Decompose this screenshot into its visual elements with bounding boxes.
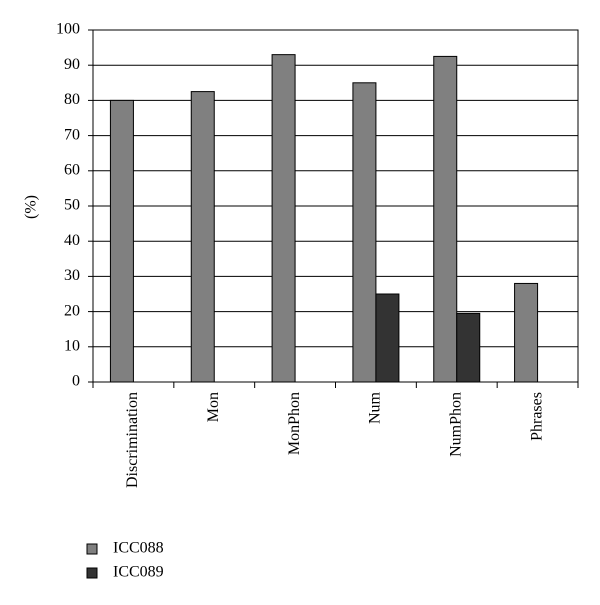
y-tick-label: 70 [64, 126, 80, 143]
legend-swatch [86, 543, 98, 555]
bar [271, 54, 296, 383]
x-tick-label: Discrimination [124, 392, 141, 488]
y-tick-label: 40 [64, 232, 80, 249]
bar [190, 91, 215, 383]
x-tick-label: NumPhon [447, 392, 464, 457]
bar [433, 55, 458, 383]
y-tick-label: 60 [64, 161, 80, 178]
y-tick-label: 0 [72, 373, 80, 390]
x-tick-label: Mon [205, 392, 222, 422]
bar [352, 82, 377, 383]
x-tick-label: Num [367, 391, 384, 424]
y-tick-label: 50 [64, 197, 80, 214]
bar [109, 99, 134, 383]
legend-label: ICC089 [113, 564, 164, 581]
y-tick-label: 20 [64, 302, 80, 319]
y-axis-label: (%) [23, 195, 40, 219]
bar [375, 293, 400, 383]
legend-label: ICC088 [113, 540, 164, 557]
bar [456, 312, 481, 383]
bar [514, 282, 539, 383]
y-tick-label: 10 [64, 337, 80, 354]
legend-swatch [86, 567, 98, 579]
y-tick-label: 100 [56, 21, 80, 38]
y-tick-label: 30 [64, 267, 80, 284]
y-tick-label: 90 [64, 56, 80, 73]
x-tick-label: MonPhon [286, 392, 303, 455]
y-tick-label: 80 [64, 91, 80, 108]
x-tick-label: Phrases [528, 392, 545, 441]
